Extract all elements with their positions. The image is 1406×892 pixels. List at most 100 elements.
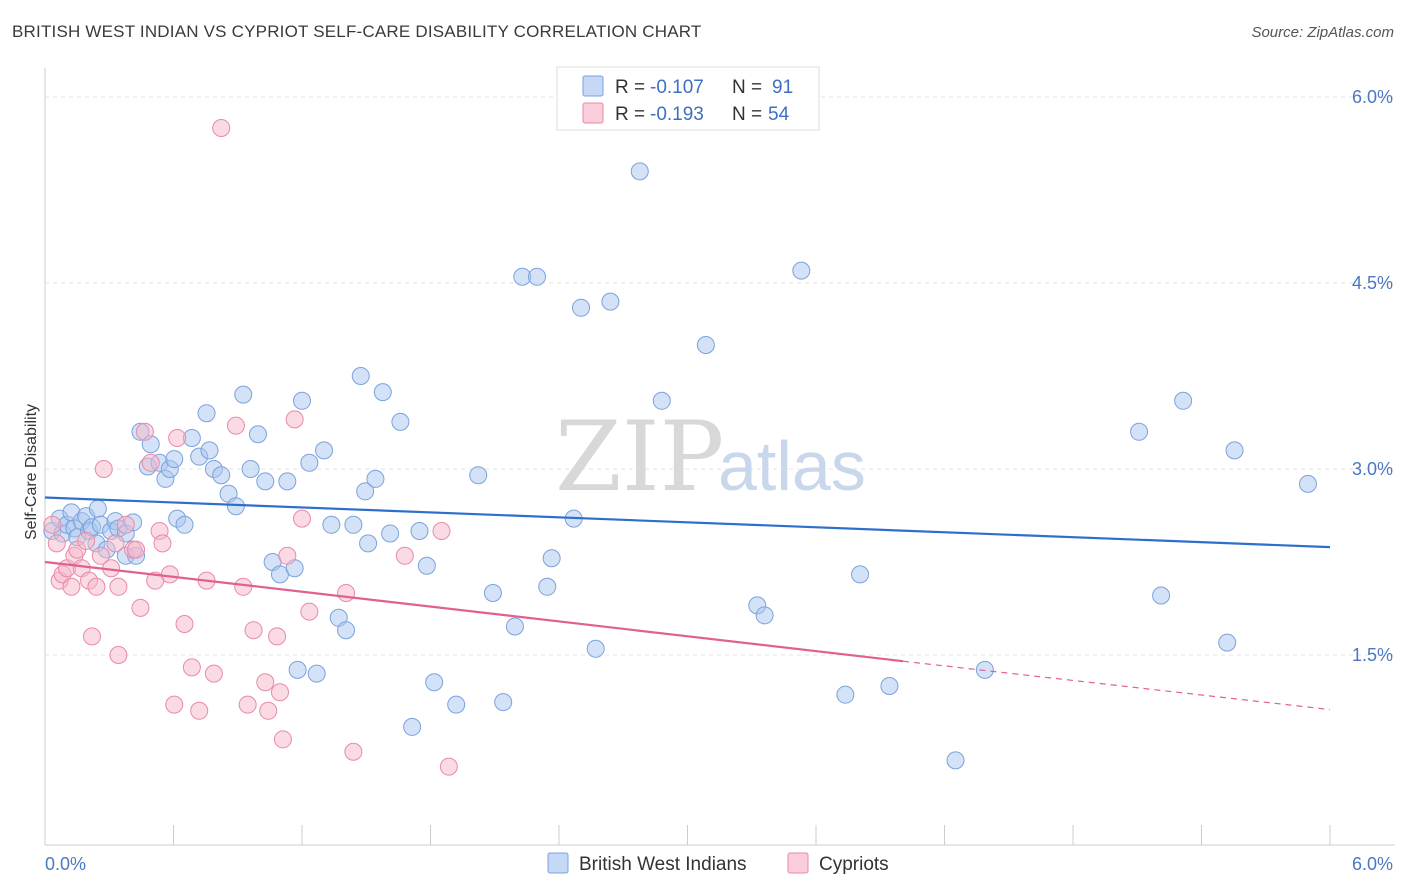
point-cypriots-30 (168, 429, 187, 447)
point-british-west-indians-62 (391, 412, 410, 431)
trend-line-british-west-indians (44, 496, 1331, 549)
point-british-west-indians-12 (88, 499, 107, 518)
point-cypriots-17 (109, 577, 128, 596)
point-british-west-indians-58 (359, 534, 378, 553)
point-british-west-indians-33 (197, 404, 216, 423)
point-british-west-indians-47 (288, 660, 307, 679)
point-british-west-indians-57 (356, 482, 375, 501)
point-cypriots-39 (238, 695, 257, 714)
point-british-west-indians-68 (469, 466, 488, 485)
point-cypriots-1 (47, 534, 66, 553)
point-british-west-indians-45 (278, 472, 297, 491)
legend-r-label-2: R = (615, 104, 645, 125)
legend-swatch-cypriots (787, 852, 809, 874)
point-cypriots-33 (190, 701, 209, 720)
point-cypriots-9 (77, 531, 96, 550)
point-british-west-indians-85 (792, 261, 811, 280)
point-british-west-indians-74 (538, 577, 557, 596)
watermark-atlas: atlas (718, 427, 866, 505)
series-legend: British West Indians Cypriots (547, 852, 889, 875)
point-cypriots-21 (127, 540, 146, 559)
point-british-west-indians-75 (542, 549, 561, 568)
point-british-west-indians-70 (494, 693, 513, 712)
point-british-west-indians-89 (946, 751, 965, 770)
point-british-west-indians-50 (307, 664, 326, 683)
point-british-west-indians-52 (322, 515, 341, 534)
x-tick-label-1: 6.0% (1352, 854, 1393, 874)
point-british-west-indians-71 (505, 617, 524, 636)
point-british-west-indians-64 (410, 522, 429, 540)
point-british-west-indians-78 (586, 639, 605, 658)
point-british-west-indians-84 (755, 606, 774, 625)
point-british-west-indians-82 (696, 336, 715, 354)
point-cypriots-51 (344, 742, 363, 761)
x-tick-label-0: 0.0% (45, 854, 86, 874)
point-british-west-indians-61 (381, 524, 400, 543)
point-british-west-indians-49 (300, 453, 319, 472)
point-british-west-indians-66 (425, 673, 444, 692)
point-cypriots-22 (131, 598, 150, 617)
watermark-zip: ZIP (555, 401, 724, 513)
point-british-west-indians-95 (1225, 441, 1244, 460)
point-british-west-indians-65 (417, 556, 436, 575)
legend-label-british-west-indians: British West Indians (579, 854, 747, 875)
point-british-west-indians-48 (293, 391, 311, 410)
point-british-west-indians-30 (175, 515, 194, 534)
point-british-west-indians-41 (248, 425, 267, 444)
point-cypriots-13 (91, 546, 110, 565)
point-cypriots-38 (234, 577, 253, 596)
point-british-west-indians-77 (572, 298, 591, 317)
point-cypriots-14 (94, 460, 113, 478)
axes (44, 68, 1395, 846)
point-cypriots-24 (141, 453, 160, 472)
legend-swatch-pink (582, 102, 604, 124)
point-british-west-indians-88 (880, 677, 899, 695)
trend-lines (44, 496, 1331, 711)
y-tick-labels: 1.5% 3.0% 4.5% 6.0% (1352, 87, 1393, 665)
point-cypriots-5 (62, 577, 81, 596)
point-british-west-indians-73 (527, 267, 546, 286)
point-british-west-indians-86 (836, 685, 855, 704)
point-british-west-indians-34 (200, 441, 219, 460)
point-cypriots-52 (395, 546, 414, 565)
point-british-west-indians-80 (630, 162, 649, 181)
point-british-west-indians-59 (366, 469, 385, 488)
legend-n-value-1: 91 (772, 77, 793, 98)
point-british-west-indians-51 (315, 441, 334, 460)
point-british-west-indians-81 (652, 391, 671, 410)
point-cypriots-53 (432, 522, 451, 540)
point-cypriots-48 (293, 509, 311, 528)
y-tick-label-1: 3.0% (1352, 459, 1393, 479)
data-points (43, 119, 1317, 776)
point-cypriots-46 (278, 546, 297, 565)
point-cypriots-16 (106, 534, 125, 553)
point-cypriots-28 (160, 565, 179, 584)
correlation-legend: R = -0.107 N = 91 R = -0.193 N = 54 (556, 66, 820, 131)
point-british-west-indians-79 (601, 292, 620, 311)
point-cypriots-49 (300, 602, 319, 621)
point-cypriots-19 (116, 515, 135, 534)
point-british-west-indians-28 (165, 450, 184, 469)
point-british-west-indians-60 (373, 383, 392, 402)
point-british-west-indians-63 (403, 717, 422, 736)
point-british-west-indians-91 (1130, 422, 1149, 441)
point-cypriots-50 (337, 584, 356, 602)
legend-n-label-1: N = (732, 77, 762, 98)
point-cypriots-29 (165, 695, 184, 714)
point-cypriots-35 (204, 664, 223, 683)
point-british-west-indians-67 (447, 695, 466, 714)
point-british-west-indians-42 (256, 472, 275, 491)
point-british-west-indians-92 (1152, 586, 1171, 605)
point-cypriots-36 (212, 119, 231, 137)
point-british-west-indians-39 (234, 385, 253, 404)
point-cypriots-47 (285, 410, 304, 429)
point-british-west-indians-56 (351, 367, 370, 385)
point-cypriots-41 (256, 673, 275, 692)
legend-n-value-2: 54 (768, 104, 790, 125)
point-british-west-indians-55 (344, 515, 363, 534)
y-axis-label: Self-Care Disability (23, 404, 40, 540)
trend-line-cypriots-extension (902, 660, 1331, 711)
point-british-west-indians-96 (1298, 474, 1317, 493)
point-cypriots-45 (273, 730, 292, 749)
